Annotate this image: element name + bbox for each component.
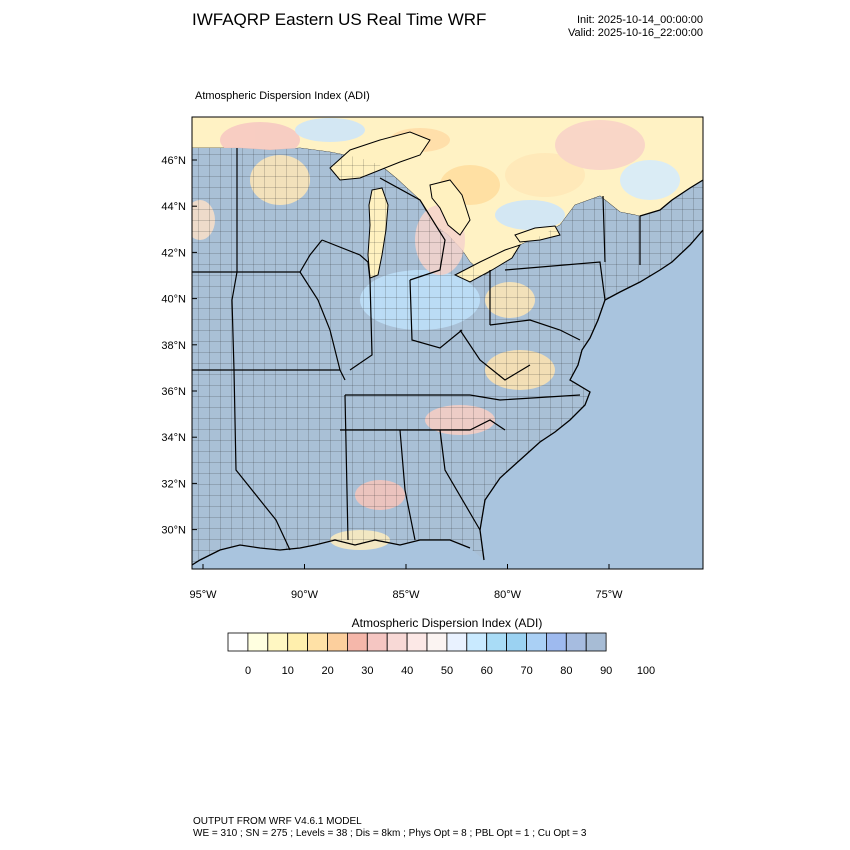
colorbar-swatch xyxy=(565,632,587,652)
colorbar-tick-label: 10 xyxy=(282,665,294,677)
footer-model: OUTPUT FROM WRF V4.6.1 MODEL xyxy=(193,816,362,827)
colorbar-swatch xyxy=(486,632,508,652)
lon-tick-label: 80°W xyxy=(494,589,522,601)
colorbar-swatch xyxy=(585,632,607,652)
colorbar xyxy=(227,632,607,652)
page-title: IWFAQRP Eastern US Real Time WRF xyxy=(192,10,487,29)
colorbar-swatch xyxy=(267,632,289,652)
colorbar-swatch xyxy=(307,632,328,652)
lat-tick-label: 36°N xyxy=(161,386,186,398)
colorbar-swatch xyxy=(466,632,488,652)
colorbar-tick-label: 50 xyxy=(441,665,453,677)
colorbar-swatch xyxy=(526,632,547,652)
init-time: Init: 2025-10-14_00:00:00 xyxy=(577,14,703,26)
lon-tick-label: 85°W xyxy=(392,589,420,601)
colorbar-swatch xyxy=(546,632,567,652)
lon-tick-label: 90°W xyxy=(291,589,319,601)
colorbar-tick-label: 0 xyxy=(245,665,251,677)
lat-tick-label: 34°N xyxy=(161,432,186,444)
colorbar-ticks: 0 10 20 30 40 50 60 70 80 90 100 xyxy=(245,665,655,677)
lat-tick-label: 46°N xyxy=(161,155,186,167)
colorbar-swatch xyxy=(327,632,348,652)
colorbar-tick-label: 70 xyxy=(520,665,532,677)
valid-time: Valid: 2025-10-16_22:00:00 xyxy=(568,27,703,39)
colorbar-swatch xyxy=(446,632,468,652)
lat-tick-label: 38°N xyxy=(161,340,186,352)
colorbar-tick-label: 100 xyxy=(637,665,655,677)
colorbar-swatch xyxy=(247,632,269,652)
colorbar-tick-label: 40 xyxy=(401,665,413,677)
colorbar-swatch xyxy=(366,632,388,652)
county-boundaries xyxy=(192,148,703,565)
latitude-axis: 46°N 44°N 42°N 40°N 38°N 36°N 34°N 32°N 30°N xyxy=(161,155,197,537)
lon-tick-label: 75°W xyxy=(595,589,623,601)
colorbar-swatch xyxy=(227,632,249,652)
colorbar-tick-label: 20 xyxy=(321,665,333,677)
colorbar-swatch xyxy=(426,632,448,652)
footer-params: WE = 310 ; SN = 275 ; Levels = 38 ; Dis … xyxy=(193,828,587,839)
colorbar-tick-label: 80 xyxy=(560,665,572,677)
lat-tick-label: 32°N xyxy=(161,478,186,490)
lat-tick-label: 42°N xyxy=(161,247,186,259)
map-frame xyxy=(191,116,704,570)
plot-title: Atmospheric Dispersion Index (ADI) xyxy=(195,90,370,102)
map-area xyxy=(192,117,703,569)
state-boundaries xyxy=(192,148,641,551)
colorbar-tick-label: 30 xyxy=(361,665,373,677)
colorbar-swatch xyxy=(346,632,368,652)
lat-tick-label: 40°N xyxy=(161,294,186,306)
colorbar-swatch xyxy=(406,632,428,652)
colorbar-title: Atmospheric Dispersion Index (ADI) xyxy=(352,616,543,630)
colorbar-tick-label: 90 xyxy=(600,665,612,677)
colorbar-tick-label: 60 xyxy=(481,665,493,677)
colorbar-swatch xyxy=(287,632,309,652)
lake-huron xyxy=(429,179,471,236)
colorbar-swatch xyxy=(386,632,408,652)
longitude-axis: 95°W 90°W 85°W 80°W 75°W xyxy=(189,564,623,601)
lat-tick-label: 44°N xyxy=(161,201,186,213)
coastline xyxy=(192,179,703,566)
lon-tick-label: 95°W xyxy=(189,589,217,601)
colorbar-swatch xyxy=(506,632,527,652)
lat-tick-label: 30°N xyxy=(161,525,186,537)
